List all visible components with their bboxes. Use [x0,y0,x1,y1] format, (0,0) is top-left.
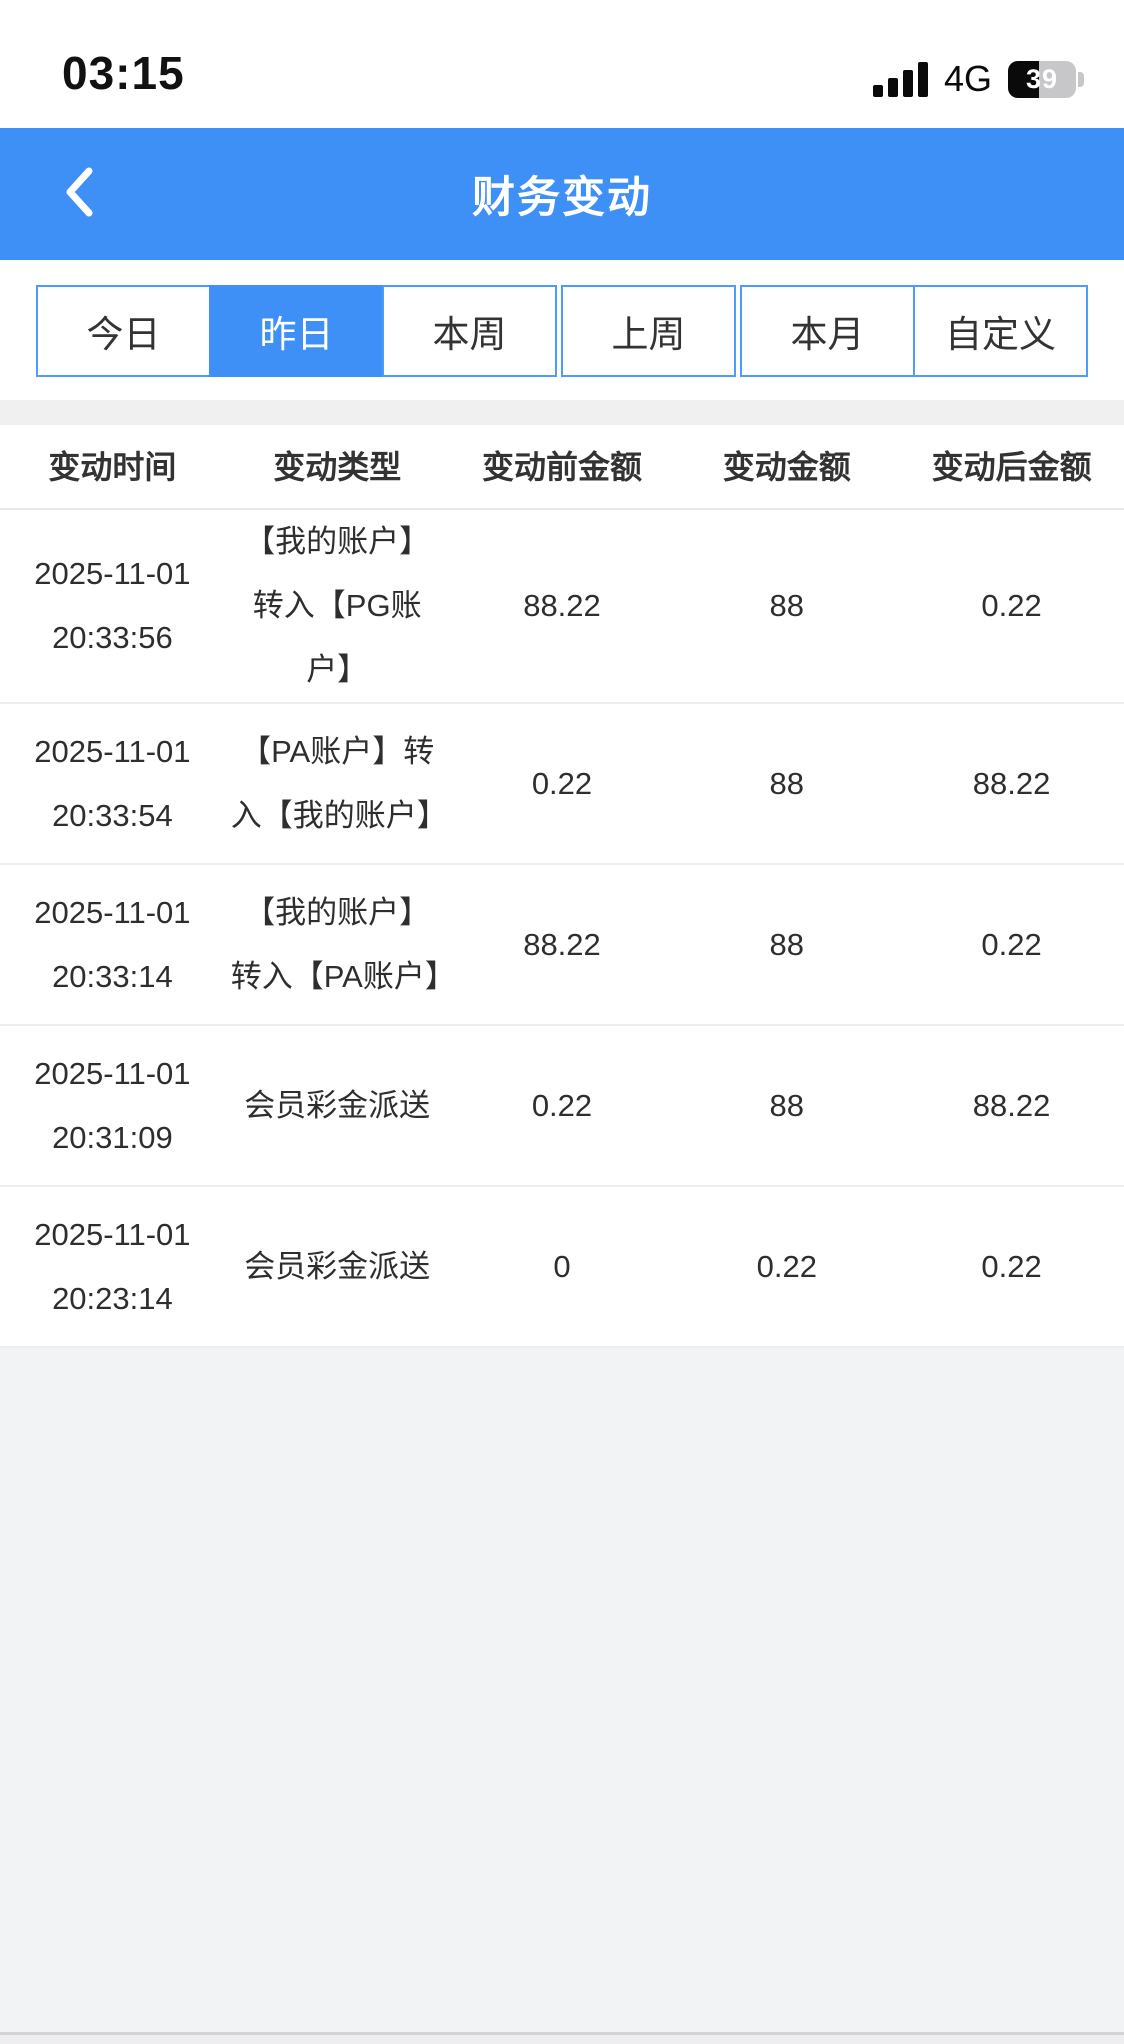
cell-amount-after: 0.22 [899,1187,1124,1348]
nav-header: 财务变动 [0,128,1124,260]
col-header-amount-before: 变动前金额 [449,425,675,510]
table-row: 2025-11-01 20:33:56 【我的账户】转入【PG账户】 88.22… [0,510,1124,704]
date-text: 2025-11-01 [34,556,191,591]
cell-amount-after: 0.22 [899,510,1124,704]
section-divider [0,400,1124,425]
col-header-amount-after: 变动后金额 [899,425,1124,510]
date-text: 2025-11-01 [34,1055,191,1091]
cell-change-amount: 88 [674,704,900,865]
time-text: 20:33:56 [52,620,173,655]
cell-change-time: 2025-11-01 20:33:54 [0,704,225,865]
date-text: 2025-11-01 [34,1216,191,1252]
cell-amount-before: 0 [449,1187,675,1348]
table-row: 2025-11-01 20:33:14 【我的账户】转入【PA账户】 88.22… [0,865,1124,1026]
table-row: 2025-11-01 20:23:14 会员彩金派送 0 0.22 0.22 [0,1187,1124,1348]
tab-custom[interactable]: 自定义 [913,285,1088,377]
signal-strength-icon [872,61,928,97]
cell-change-type: 【我的账户】转入【PG账户】 [224,510,450,704]
col-header-change-amount: 变动金额 [674,425,900,510]
empty-footer-area [0,1348,1124,2044]
cell-amount-after: 0.22 [899,865,1124,1026]
col-header-change-type: 变动类型 [224,425,450,510]
chevron-left-icon [62,166,96,223]
status-bar: 03:15 4G 39 [0,0,1124,128]
cell-change-type: 会员彩金派送 [224,1026,450,1187]
tab-yesterday[interactable]: 昨日 [209,285,384,377]
status-time: 03:15 [62,47,185,99]
tab-this-week[interactable]: 本周 [382,285,557,377]
transactions-table: 变动时间 变动类型 变动前金额 变动金额 变动后金额 2025-11-01 20… [0,425,1124,1348]
table-row: 2025-11-01 20:33:54 【PA账户】转入【我的账户】 0.22 … [0,704,1124,865]
date-filter-section: 今日 昨日 本周 上周 本月 自定义 [0,260,1124,400]
date-text: 2025-11-01 [34,733,191,769]
cell-change-time: 2025-11-01 20:31:09 [0,1026,225,1187]
tab-last-week[interactable]: 上周 [561,285,736,377]
battery-icon: 39 [1008,60,1084,98]
cell-change-amount: 0.22 [674,1187,900,1348]
page-title: 财务变动 [472,174,652,222]
cell-amount-after: 88.22 [899,1026,1124,1187]
table-row: 2025-11-01 20:31:09 会员彩金派送 0.22 88 88.22 [0,1026,1124,1187]
network-type-label: 4G [943,58,992,99]
tab-today[interactable]: 今日 [36,285,211,377]
date-text: 2025-11-01 [34,894,191,930]
cell-change-type: 【PA账户】转入【我的账户】 [224,704,450,865]
cell-change-time: 2025-11-01 20:23:14 [0,1187,225,1348]
cell-amount-before: 88.22 [449,865,675,1026]
status-icons: 4G 39 [872,58,1084,100]
bottom-strip [0,2035,1124,2044]
cell-change-type: 会员彩金派送 [224,1187,450,1348]
cell-change-amount: 88 [674,510,900,704]
cell-amount-before: 88.22 [449,510,675,704]
cell-change-amount: 88 [674,865,900,1026]
time-text: 20:33:54 [52,797,173,833]
cell-amount-after: 88.22 [899,704,1124,865]
col-header-change-time: 变动时间 [0,425,225,510]
battery-percent: 39 [1025,63,1059,94]
bottom-divider-line [0,2032,1124,2035]
cell-change-type: 【我的账户】转入【PA账户】 [224,865,456,1026]
table-header-row: 变动时间 变动类型 变动前金额 变动金额 变动后金额 [0,425,1124,510]
cell-change-amount: 88 [674,1026,900,1187]
cell-change-time: 2025-11-01 20:33:14 [0,865,225,1026]
time-text: 20:23:14 [52,1280,173,1316]
tab-this-month[interactable]: 本月 [740,285,915,377]
cell-amount-before: 0.22 [449,704,675,865]
time-text: 20:33:14 [52,958,173,994]
date-filter-tabs: 今日 昨日 本周 上周 本月 自定义 [36,285,1088,377]
cell-amount-before: 0.22 [449,1026,675,1187]
time-text: 20:31:09 [52,1119,173,1155]
back-button[interactable] [44,128,114,260]
cell-change-time: 2025-11-01 20:33:56 [0,510,225,704]
